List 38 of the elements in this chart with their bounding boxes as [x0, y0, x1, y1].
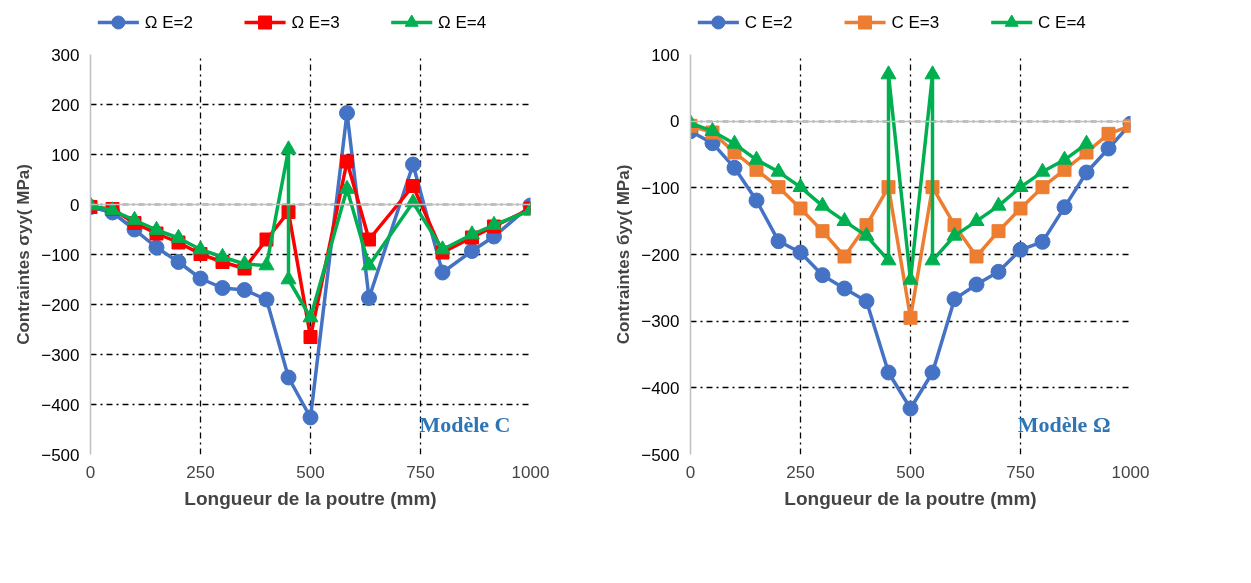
- y-tick-label: −100: [641, 178, 680, 198]
- y-tick-label: 0: [670, 112, 680, 132]
- x-tick-label: 1000: [1111, 462, 1150, 482]
- y-tick-label: 200: [51, 95, 80, 115]
- y-tick-label: 0: [70, 195, 80, 215]
- x-tick-label: 0: [685, 462, 696, 482]
- y-tick-label: −400: [41, 395, 80, 415]
- legend-label: Ω E=3: [291, 13, 340, 32]
- y-tick-label: −100: [41, 245, 80, 265]
- y-tick-label: 100: [651, 45, 680, 65]
- y-tick-label: −200: [641, 245, 680, 265]
- y-axis-title: Contraintes бyy( MPa): [614, 164, 634, 345]
- x-axis-title: Longueur de la poutre (mm): [184, 487, 437, 509]
- legend-label: C E=3: [891, 13, 940, 32]
- annotation: Modèle C: [419, 411, 511, 437]
- x-tick-label: 250: [786, 462, 815, 482]
- y-tick-label: 100: [51, 145, 80, 165]
- y-tick-label: −500: [41, 445, 80, 465]
- y-tick-label: −500: [641, 445, 680, 465]
- x-axis-title: Longueur de la poutre (mm): [784, 487, 1037, 509]
- y-tick-label: 300: [51, 45, 80, 65]
- x-tick-label: 750: [1006, 462, 1035, 482]
- legend-label: Ω E=2: [144, 13, 193, 32]
- y-tick-label: −300: [41, 345, 80, 365]
- x-tick-label: 500: [296, 462, 325, 482]
- annotation: Modèle Ω: [1017, 411, 1111, 437]
- legend-label: C E=2: [744, 13, 793, 32]
- legend-label: Ω E=4: [438, 13, 487, 32]
- y-tick-label: −400: [641, 378, 680, 398]
- x-tick-label: 0: [85, 462, 96, 482]
- legend-label: C E=4: [1038, 13, 1086, 32]
- x-tick-label: 750: [406, 462, 435, 482]
- y-tick-label: −300: [641, 312, 680, 332]
- y-axis-title: Contraintes σyy( MPa): [14, 164, 34, 345]
- x-tick-label: 500: [896, 462, 925, 482]
- x-tick-label: 250: [186, 462, 215, 482]
- x-tick-label: 1000: [511, 462, 550, 482]
- y-tick-label: −200: [41, 295, 80, 315]
